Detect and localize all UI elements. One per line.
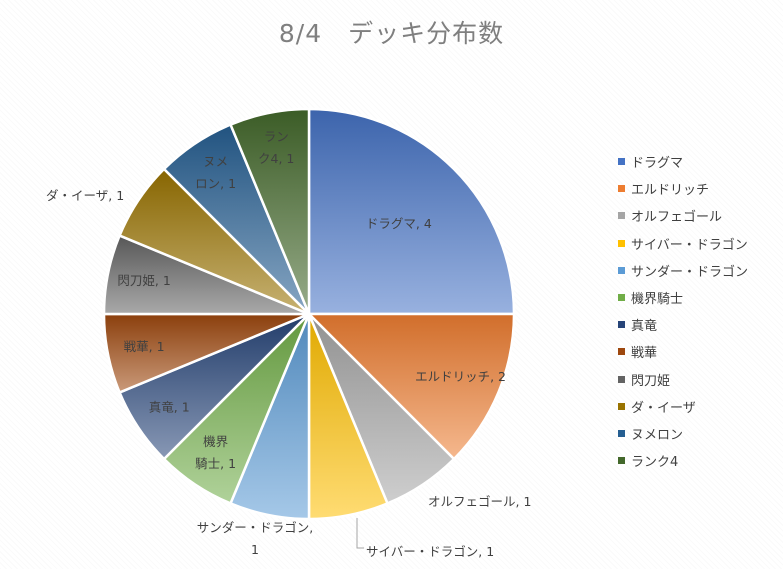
- data-label-11: ランク4, 1: [258, 129, 294, 166]
- legend-swatch: [618, 294, 625, 302]
- legend-item-10: ヌメロン: [618, 420, 783, 447]
- legend-item-7: 戦華: [618, 338, 783, 365]
- data-label-4: サンダー・ドラゴン, 1: [197, 520, 313, 557]
- data-label-0: ドラグマ, 4: [366, 216, 432, 231]
- chart-legend: ドラグマエルドリッチ オルフェゴールサイバー・ドラゴン サンダー・ドラゴン 機界騎士真…: [618, 148, 783, 474]
- legend-item-9: ダ・イーザ: [618, 393, 783, 420]
- data-label-8: 閃刀姫, 1: [117, 273, 170, 288]
- data-label-3: サイバー・ドラゴン, 1: [366, 544, 494, 559]
- data-label-7: 戦華, 1: [124, 339, 165, 354]
- legend-swatch: [618, 402, 625, 410]
- legend-label: ドラグマ: [631, 156, 684, 172]
- legend-item-0: ドラグマ: [618, 148, 783, 175]
- legend-label: 真竜: [631, 319, 658, 335]
- legend-item-4: サンダー・ドラゴン: [618, 257, 783, 284]
- data-label-2: オルフェゴール, 1: [428, 494, 531, 509]
- slice-1: [305, 312, 516, 461]
- legend-label: サンダー・ドラゴン: [631, 264, 749, 280]
- legend-swatch: [618, 185, 625, 193]
- legend-item-8: 閃刀姫: [618, 366, 783, 393]
- legend-label: エルドリッチ: [631, 183, 710, 199]
- legend-swatch: [618, 212, 625, 220]
- data-label-9: ダ・イーザ, 1: [46, 188, 124, 203]
- legend-item-2: オルフェゴール: [618, 202, 783, 229]
- legend-label: 閃刀姫: [631, 373, 671, 389]
- legend-swatch: [618, 429, 625, 437]
- legend-label: ランク4: [631, 455, 679, 471]
- data-label-5: 機界騎士, 1: [195, 434, 236, 471]
- legend-label: オルフェゴール: [631, 210, 723, 226]
- legend-label: 戦華: [631, 346, 658, 362]
- legend-swatch: [618, 457, 625, 465]
- leader-line-3: [356, 518, 364, 549]
- legend-label: サイバー・ドラゴン: [631, 237, 748, 253]
- data-label-10: ヌメロン, 1: [195, 154, 236, 191]
- chart-title: 8/4 デッキ分布数: [278, 19, 505, 48]
- legend-item-5: 機界騎士: [618, 284, 783, 311]
- legend-swatch: [618, 348, 625, 356]
- legend-label: ダ・イーザ: [631, 400, 696, 416]
- data-label-1: エルドリッチ, 2: [415, 369, 506, 384]
- legend-swatch: [618, 239, 625, 247]
- legend-item-11: ランク4: [618, 447, 783, 474]
- legend-swatch: [618, 321, 625, 329]
- legend-label: 機界騎士: [631, 292, 684, 308]
- legend-swatch: [618, 158, 625, 166]
- legend-swatch: [618, 266, 625, 274]
- legend-swatch: [618, 375, 625, 383]
- slice-0: [307, 107, 516, 316]
- slice-11: [228, 107, 311, 315]
- data-label-6: 真竜, 1: [149, 399, 190, 414]
- legend-label: ヌメロン: [631, 427, 684, 443]
- legend-item-3: サイバー・ドラゴン: [618, 230, 783, 257]
- legend-item-6: 真竜: [618, 311, 783, 338]
- legend-item-1: エルドリッチ: [618, 175, 783, 202]
